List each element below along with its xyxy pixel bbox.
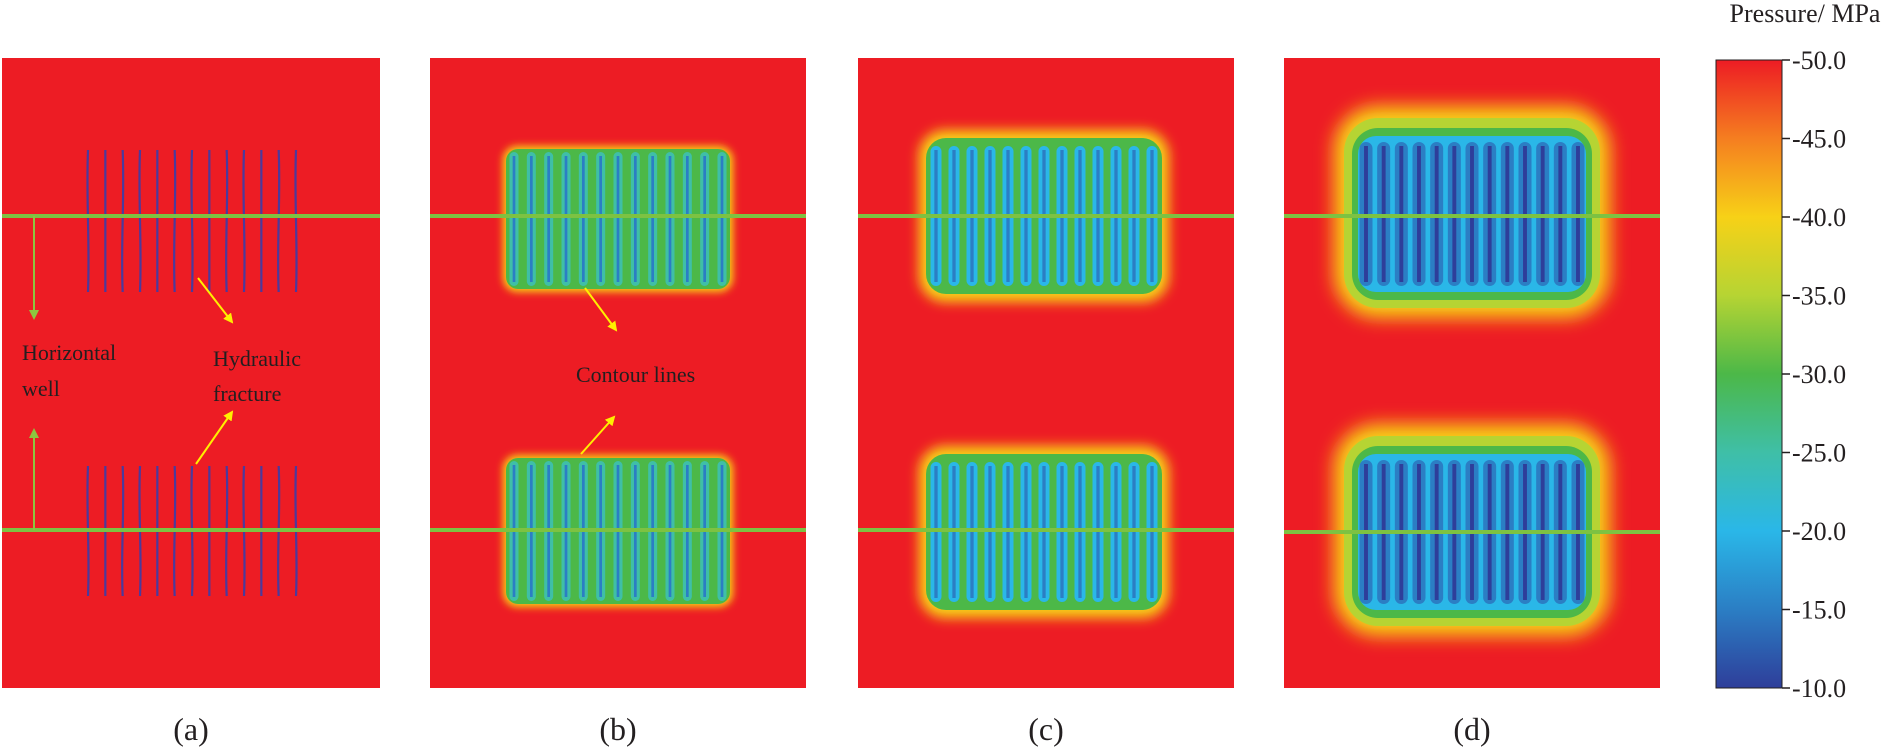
pressure-zone-top — [503, 146, 733, 292]
panel-a-label: (a) — [173, 711, 209, 747]
colorbar-tick-label: -40.0 — [1792, 203, 1846, 232]
hydraulic-fracture-line — [121, 149, 125, 293]
panel-d — [1284, 58, 1660, 688]
hydraulic-fracture-line — [173, 149, 177, 293]
panel-c-label: (c) — [1028, 711, 1064, 747]
colorbar-tick-label: -35.0 — [1792, 282, 1846, 311]
pressure-stripes — [509, 152, 727, 286]
horizontal-well-label-line2: well — [22, 376, 60, 401]
hydraulic-fracture-line — [86, 149, 90, 293]
contour-lines-label: Contour lines — [576, 362, 695, 387]
pressure-stripes — [1359, 460, 1585, 604]
hydraulic-fracture-label-line2: fracture — [213, 381, 281, 406]
colorbar: Pressure/ MPa -50.0-45.0-40.0-35.0-30.0-… — [1715, 0, 1881, 703]
hydraulic-fracture-label-line1: Hydraulic — [213, 346, 301, 371]
yellow-arrow-contour-bottom — [580, 415, 616, 455]
colorbar-ticks: -50.0 -45.0 -40.0 -35.0 -30.0 -25.0 -20.0 -15.0… — [1782, 46, 1846, 703]
panel-a: Horizontal well Hydraulic fracture — [2, 58, 380, 688]
colorbar-tick-label: -30.0 — [1792, 360, 1846, 389]
hydraulic-fracture-line — [277, 149, 281, 293]
colorbar-tick-label: -50.0 — [1792, 46, 1846, 75]
hydraulic-fracture-line — [294, 149, 298, 293]
panel-b: Contour lines — [430, 58, 806, 688]
panel-b-label: (b) — [599, 711, 636, 747]
hydraulic-fracture-line — [242, 149, 246, 293]
hydraulic-fracture-line — [225, 149, 229, 293]
yellow-arrow-contour-top — [584, 287, 618, 332]
colorbar-tick-label: -10.0 — [1792, 674, 1846, 703]
colorbar-gradient — [1715, 59, 1783, 689]
colorbar-tick-label: -45.0 — [1792, 125, 1846, 154]
yellow-arrow-fracture-top — [197, 277, 234, 324]
colorbar-tick-label: -25.0 — [1792, 439, 1846, 468]
fracture-group-top — [86, 149, 298, 293]
yellow-arrow-fracture-bottom — [195, 410, 234, 465]
hydraulic-fracture-line — [190, 149, 194, 293]
horizontal-well-label-line1: Horizontal — [22, 340, 116, 365]
panel-d-label: (d) — [1453, 711, 1490, 747]
colorbar-tick-label: -15.0 — [1792, 596, 1846, 625]
pressure-zone-top — [1334, 106, 1610, 318]
colorbar-tick-label: -20.0 — [1792, 517, 1846, 546]
hydraulic-fracture-line — [138, 149, 142, 293]
colorbar-title: Pressure/ MPa — [1730, 0, 1881, 28]
panel-c — [858, 58, 1234, 688]
